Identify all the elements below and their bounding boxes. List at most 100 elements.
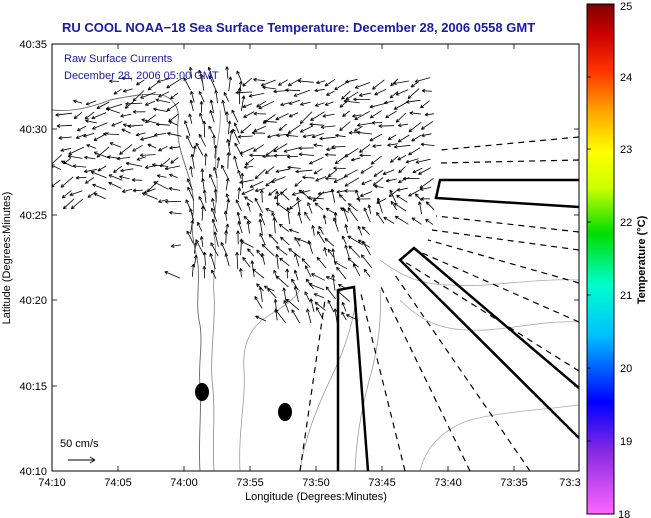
current-vector-arrow (383, 216, 395, 224)
current-vector-arrow (333, 261, 348, 270)
current-vector-arrow (170, 92, 179, 100)
colorbar-tick-label: 25 (620, 1, 632, 13)
current-vector-arrow (308, 283, 325, 291)
current-vector-arrow (304, 291, 311, 303)
current-vector-arrow (271, 176, 286, 183)
current-vector-arrow (235, 199, 242, 211)
current-vector-arrow (72, 164, 87, 169)
current-vector-arrow (120, 113, 132, 118)
current-vector-arrow (287, 77, 302, 87)
current-vector-arrow (157, 78, 171, 83)
current-vector-arrow (221, 164, 229, 179)
current-vector-arrow (297, 212, 303, 224)
current-vector-arrow (69, 190, 83, 196)
current-vector-arrow (237, 134, 253, 139)
current-vector-arrow (333, 176, 346, 183)
current-vector-arrow (121, 128, 131, 134)
x-axis-label: Longitude (Degrees:Minutes) (245, 491, 387, 503)
current-vector-arrow (211, 218, 218, 233)
current-vector-arrow (258, 286, 263, 302)
current-vector-arrow (132, 110, 146, 114)
current-vector-arrow (200, 205, 205, 221)
current-vector-arrow (298, 152, 315, 157)
current-vector-arrow (211, 269, 217, 279)
current-vector-arrow (237, 187, 242, 200)
current-vector-arrow (424, 112, 434, 117)
current-vector-arrow (168, 173, 178, 178)
current-vector-arrow (393, 144, 411, 149)
current-vector-arrow (261, 243, 275, 256)
current-vector-arrow (310, 111, 325, 121)
station-marker-2 (278, 403, 292, 421)
current-vector-arrow (186, 135, 194, 149)
current-vector-arrow (280, 191, 290, 201)
current-vector-arrow (348, 130, 359, 135)
current-vector-arrow (265, 177, 276, 187)
current-vector-arrow (198, 196, 207, 212)
current-vector-arrow (306, 308, 312, 324)
current-vector-arrow (325, 276, 336, 281)
current-vector-arrow (145, 114, 157, 124)
current-vector-arrow (353, 263, 361, 276)
plot-background (52, 44, 579, 471)
current-vector-arrow (190, 219, 195, 235)
current-vector-arrow (362, 240, 371, 256)
current-vector-arrow (209, 173, 217, 190)
current-vector-arrow (324, 238, 335, 247)
current-vector-arrow (109, 79, 119, 84)
current-vector-arrow (84, 155, 96, 160)
current-vector-arrow (164, 165, 180, 171)
current-vector-arrow (363, 268, 371, 278)
current-vector-arrow (243, 215, 252, 223)
current-vector-arrow (279, 257, 290, 267)
current-vector-arrow (283, 300, 290, 313)
current-vector-arrow (209, 99, 214, 114)
current-vector-arrow (390, 155, 399, 163)
beam-solid-1 (336, 285, 370, 471)
current-vector-arrow (265, 208, 275, 213)
current-vector-arrow (211, 197, 216, 214)
current-vector-arrow (246, 202, 251, 212)
current-vector-arrow (144, 165, 157, 169)
current-vector-arrow (224, 253, 230, 267)
contour-5 (419, 404, 579, 471)
current-vector-arrow (395, 89, 409, 96)
current-vector-arrow (55, 112, 73, 117)
current-vector-arrow (285, 88, 301, 93)
current-vector-arrow (119, 144, 133, 155)
x-tick-label: 74:10 (38, 477, 66, 489)
current-vector-arrow (259, 212, 266, 226)
current-vector-arrow (108, 174, 123, 181)
current-vector-arrow (389, 189, 397, 203)
current-vector-arrow (318, 225, 324, 235)
x-axis: 74:10 74:05 74:00 73:55 73:50 73:45 73:4… (38, 44, 581, 503)
current-vector-arrow (226, 152, 231, 169)
current-vector-arrow (184, 120, 191, 137)
current-vector-arrow (293, 89, 310, 97)
current-vector-arrow (189, 99, 194, 111)
current-vector-arrow (158, 91, 170, 98)
current-vector-arrow (358, 92, 372, 97)
current-vector-arrow (316, 256, 327, 269)
current-vector-arrow (396, 194, 408, 203)
current-vector-arrow (202, 265, 207, 279)
plot-frame (51, 43, 580, 472)
current-vector-arrow (411, 217, 422, 225)
y-tick-label: 40:20 (19, 295, 47, 307)
current-vector-arrow (313, 293, 325, 299)
current-vector-arrow (190, 153, 195, 169)
current-vector-arrow (259, 232, 266, 246)
current-vector-arrow (331, 274, 336, 291)
current-vector-arrow (420, 100, 430, 109)
current-vector-arrow (247, 248, 255, 257)
current-vector-arrow (361, 179, 372, 185)
current-vector-arrow (166, 102, 180, 112)
current-vector-arrow (360, 165, 373, 174)
current-vector-arrow (186, 230, 194, 244)
current-vector-arrow (314, 102, 325, 107)
current-vector-arrow (262, 85, 276, 90)
beam-solid-2 (398, 246, 579, 439)
current-vector-arrow (200, 74, 205, 91)
current-vector-arrow (344, 244, 350, 258)
current-vector-arrow (370, 155, 382, 165)
